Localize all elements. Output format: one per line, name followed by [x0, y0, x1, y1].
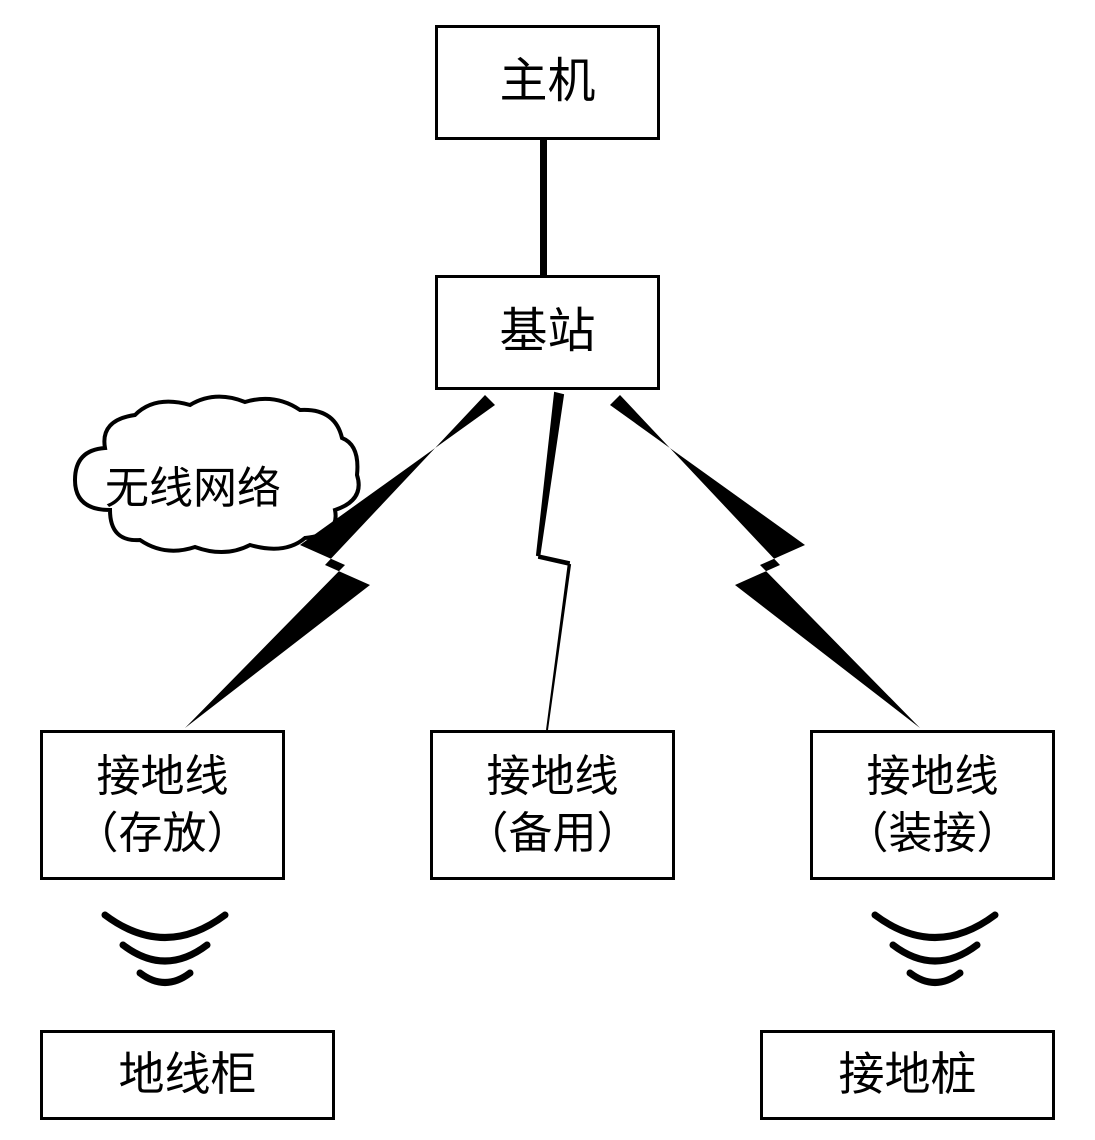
ground-install-label2: （装接） — [845, 805, 1021, 862]
cabinet-label: 地线柜 — [119, 1045, 257, 1105]
ground-backup-label2: （备用） — [465, 805, 641, 862]
pile-node: 接地桩 — [760, 1030, 1055, 1120]
ground-backup-label1: 接地线 — [487, 748, 619, 805]
host-label: 主机 — [499, 51, 595, 113]
ground-store-label2: （存放） — [75, 805, 251, 862]
wifi-signal-right-icon — [865, 885, 1005, 1025]
edge-host-base — [540, 140, 547, 275]
ground-backup-node: 接地线 （备用） — [430, 730, 675, 880]
base-station-node: 基站 — [435, 275, 660, 390]
ground-install-label1: 接地线 — [867, 748, 999, 805]
pile-label: 接地桩 — [839, 1045, 977, 1105]
wireless-link-right-icon — [600, 390, 930, 735]
wireless-link-left-icon — [175, 390, 505, 735]
cabinet-node: 地线柜 — [40, 1030, 335, 1120]
wireless-link-center-icon — [525, 390, 595, 735]
host-node: 主机 — [435, 25, 660, 140]
base-station-label: 基站 — [499, 301, 595, 363]
wifi-signal-left-icon — [95, 885, 235, 1025]
ground-store-label1: 接地线 — [97, 748, 229, 805]
ground-install-node: 接地线 （装接） — [810, 730, 1055, 880]
ground-store-node: 接地线 （存放） — [40, 730, 285, 880]
